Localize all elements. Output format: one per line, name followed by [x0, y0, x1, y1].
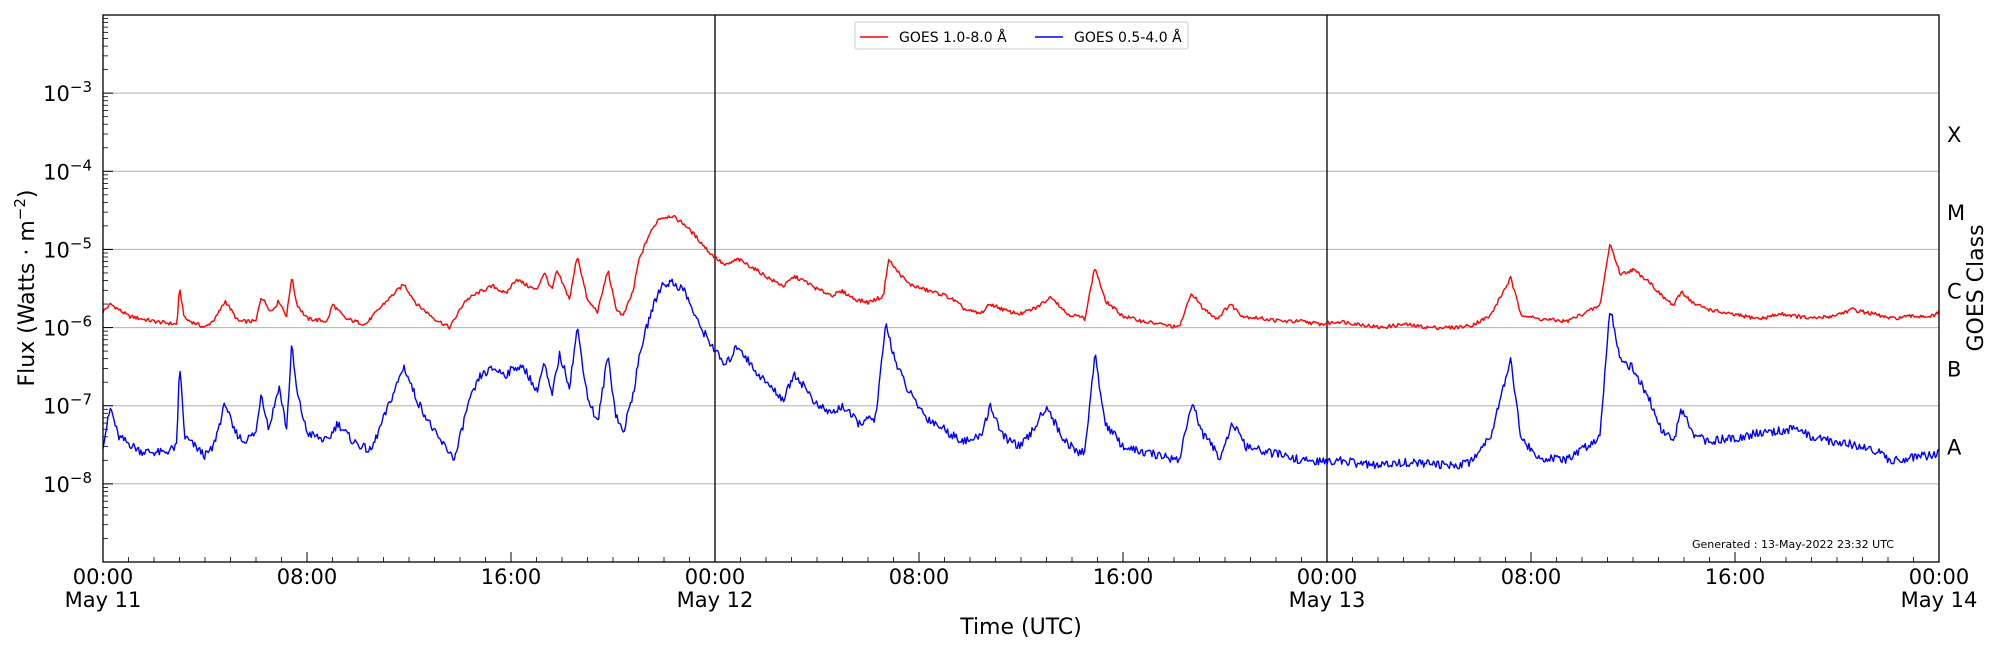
- x-tick-date-6: May 13: [1289, 588, 1366, 612]
- y-tick-base-5: 10: [43, 82, 70, 106]
- x-tick-time-6: 00:00: [1297, 565, 1358, 589]
- x-tick-time-2: 16:00: [481, 565, 542, 589]
- y-tick-exp-0: −8: [70, 469, 92, 487]
- y-axis-title-close: ): [15, 190, 40, 199]
- goes-class-labels: A B C M X: [1947, 123, 1965, 460]
- goes-class-A: A: [1947, 436, 1962, 460]
- y-tick-exp-1: −7: [70, 391, 92, 409]
- x-tick-time-0: 00:00: [73, 565, 134, 589]
- goes-class-X: X: [1947, 123, 1961, 147]
- goes-class-M: M: [1947, 201, 1965, 225]
- y-tick-base-4: 10: [43, 160, 70, 184]
- y-tick-base-1: 10: [43, 395, 70, 419]
- x-tick-time-7: 08:00: [1501, 565, 1562, 589]
- goes-class-B: B: [1947, 357, 1961, 381]
- y-tick-exp-3: −5: [70, 234, 92, 252]
- legend-box: [854, 21, 1189, 50]
- x-tick-date-9: May 14: [1901, 588, 1978, 612]
- y-axis-ticks: 10−810−710−610−510−410−3: [43, 18, 113, 539]
- series-line-goes-long: [102, 215, 1940, 331]
- y-tick-base-2: 10: [43, 317, 70, 341]
- right-axis-title: GOES Class: [1964, 224, 1989, 351]
- x-tick-time-5: 16:00: [1093, 565, 1154, 589]
- legend: GOES 1.0-8.0 Å GOES 0.5-4.0 Å: [854, 21, 1189, 50]
- y-tick-label-3: 10−5: [43, 234, 92, 262]
- x-tick-time-8: 16:00: [1705, 565, 1766, 589]
- y-tick-label-0: 10−8: [43, 469, 92, 497]
- y-tick-exp-4: −4: [70, 156, 92, 174]
- legend-label-goes-short: GOES 0.5-4.0 Å: [1074, 29, 1182, 46]
- y-tick-exp-5: −3: [70, 78, 92, 96]
- y-axis-title-exponent: −2: [11, 198, 29, 220]
- y-tick-label-5: 10−3: [43, 78, 92, 106]
- legend-label-goes-long: GOES 1.0-8.0 Å: [899, 29, 1007, 46]
- x-tick-time-1: 08:00: [277, 565, 338, 589]
- grid-lines: [103, 92, 1939, 485]
- y-tick-label-2: 10−6: [43, 313, 92, 341]
- x-tick-date-3: May 12: [677, 588, 754, 612]
- x-axis-title: Time (UTC): [959, 615, 1082, 640]
- x-tick-time-9: 00:00: [1909, 565, 1970, 589]
- y-tick-exp-2: −6: [70, 313, 92, 331]
- generated-timestamp: Generated : 13-May-2022 23:32 UTC: [1692, 538, 1894, 551]
- goes-class-C: C: [1947, 279, 1962, 303]
- x-tick-time-4: 08:00: [889, 565, 950, 589]
- y-axis-title: Flux (Watts · m−2): [11, 190, 40, 387]
- y-tick-label-4: 10−4: [43, 156, 92, 184]
- series-lines: [102, 215, 1940, 470]
- y-tick-base-3: 10: [43, 238, 70, 262]
- series-line-goes-short: [102, 278, 1940, 470]
- y-tick-label-1: 10−7: [43, 391, 92, 419]
- y-axis-title-main: Flux (Watts · m: [15, 220, 40, 386]
- day-boundaries: [714, 15, 1328, 562]
- x-tick-date-0: May 11: [65, 588, 142, 612]
- x-tick-time-3: 00:00: [685, 565, 746, 589]
- plot-frame: [102, 14, 1940, 563]
- y-tick-base-0: 10: [43, 473, 70, 497]
